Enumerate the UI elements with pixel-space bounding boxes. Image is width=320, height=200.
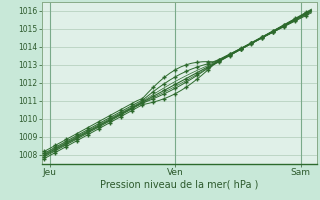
X-axis label: Pression niveau de la mer( hPa ): Pression niveau de la mer( hPa ) xyxy=(100,180,258,190)
